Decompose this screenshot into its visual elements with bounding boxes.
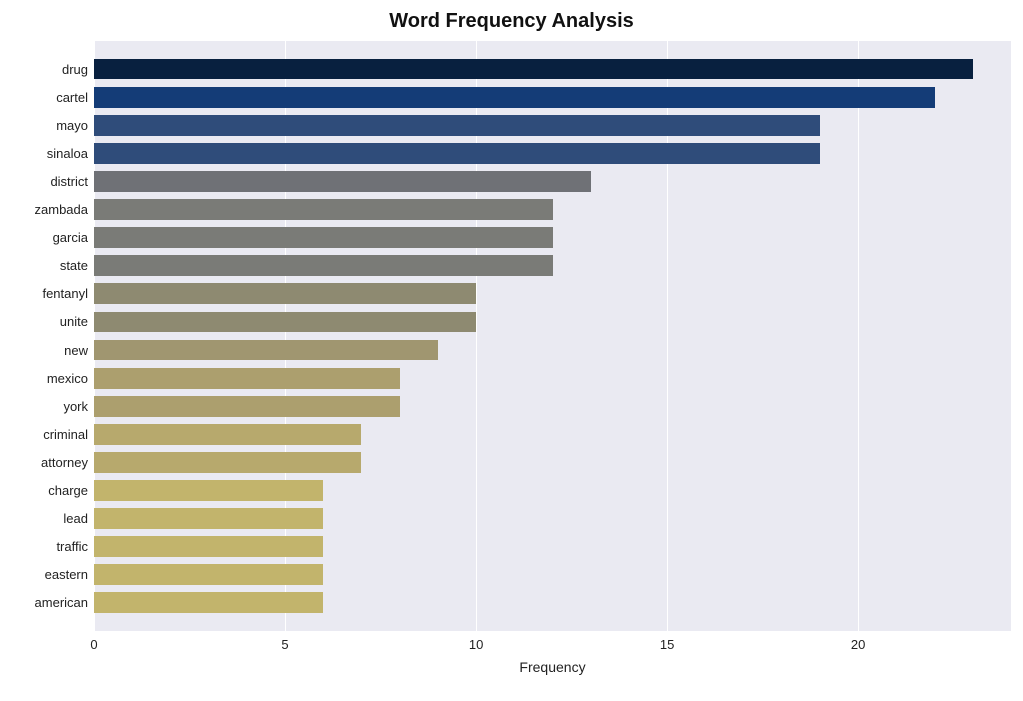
x-tick-label: 5	[281, 637, 288, 652]
x-axis-title: Frequency	[519, 659, 585, 675]
bar	[94, 368, 400, 389]
x-tick-label: 20	[851, 637, 865, 652]
y-tick-label: unite	[12, 308, 94, 336]
bar	[94, 87, 935, 108]
bar-row	[94, 392, 1011, 420]
y-tick-label: state	[12, 252, 94, 280]
bar	[94, 424, 361, 445]
bar-row	[94, 476, 1011, 504]
x-tick-label: 0	[90, 637, 97, 652]
bar	[94, 592, 323, 613]
bar	[94, 508, 323, 529]
bar-row	[94, 336, 1011, 364]
bar	[94, 115, 820, 136]
bar-row	[94, 448, 1011, 476]
bar-row	[94, 505, 1011, 533]
bar	[94, 199, 553, 220]
x-axis-spacer	[12, 631, 94, 675]
x-tick-label: 10	[469, 637, 483, 652]
bar-row	[94, 420, 1011, 448]
y-tick-label: criminal	[12, 420, 94, 448]
bar-row	[94, 139, 1011, 167]
bar	[94, 171, 591, 192]
bar-row	[94, 280, 1011, 308]
bar-row	[94, 167, 1011, 195]
y-tick-label: garcia	[12, 224, 94, 252]
bar	[94, 255, 553, 276]
bar-row	[94, 308, 1011, 336]
y-tick-label: eastern	[12, 561, 94, 589]
x-axis: Frequency 0 5 10 15 20	[12, 631, 1011, 675]
y-tick-label: york	[12, 392, 94, 420]
bar	[94, 283, 476, 304]
bar-row	[94, 252, 1011, 280]
y-tick-label: cartel	[12, 83, 94, 111]
y-tick-label: zambada	[12, 196, 94, 224]
bar-row	[94, 561, 1011, 589]
bar	[94, 143, 820, 164]
y-axis: drugcartelmayosinaloadistrictzambadagarc…	[12, 41, 94, 631]
y-tick-label: sinaloa	[12, 139, 94, 167]
bar-row	[94, 55, 1011, 83]
y-tick-label: lead	[12, 505, 94, 533]
bars	[94, 41, 1011, 631]
bar-row	[94, 111, 1011, 139]
bar	[94, 452, 361, 473]
y-tick-label: american	[12, 589, 94, 617]
y-tick-label: attorney	[12, 448, 94, 476]
bar	[94, 340, 438, 361]
y-tick-label: fentanyl	[12, 280, 94, 308]
bar	[94, 536, 323, 557]
x-axis-scale: Frequency 05101520	[94, 631, 1011, 675]
bar	[94, 312, 476, 333]
y-tick-label: district	[12, 167, 94, 195]
bars-area	[94, 41, 1011, 631]
word-frequency-chart: Word Frequency Analysis drugcartelmayosi…	[0, 0, 1023, 701]
bar	[94, 59, 973, 80]
y-tick-label: new	[12, 336, 94, 364]
plot-area: drugcartelmayosinaloadistrictzambadagarc…	[12, 41, 1011, 631]
y-tick-label: charge	[12, 476, 94, 504]
y-tick-label: mexico	[12, 364, 94, 392]
x-tick-label: 15	[660, 637, 674, 652]
bar	[94, 227, 553, 248]
bar	[94, 564, 323, 585]
bar-row	[94, 589, 1011, 617]
bar-row	[94, 83, 1011, 111]
y-tick-label: mayo	[12, 111, 94, 139]
y-tick-label: drug	[12, 55, 94, 83]
y-tick-label: traffic	[12, 533, 94, 561]
bar-row	[94, 224, 1011, 252]
bar-row	[94, 196, 1011, 224]
chart-title: Word Frequency Analysis	[12, 10, 1011, 33]
bar	[94, 480, 323, 501]
bar-row	[94, 364, 1011, 392]
bar	[94, 396, 400, 417]
bar-row	[94, 533, 1011, 561]
